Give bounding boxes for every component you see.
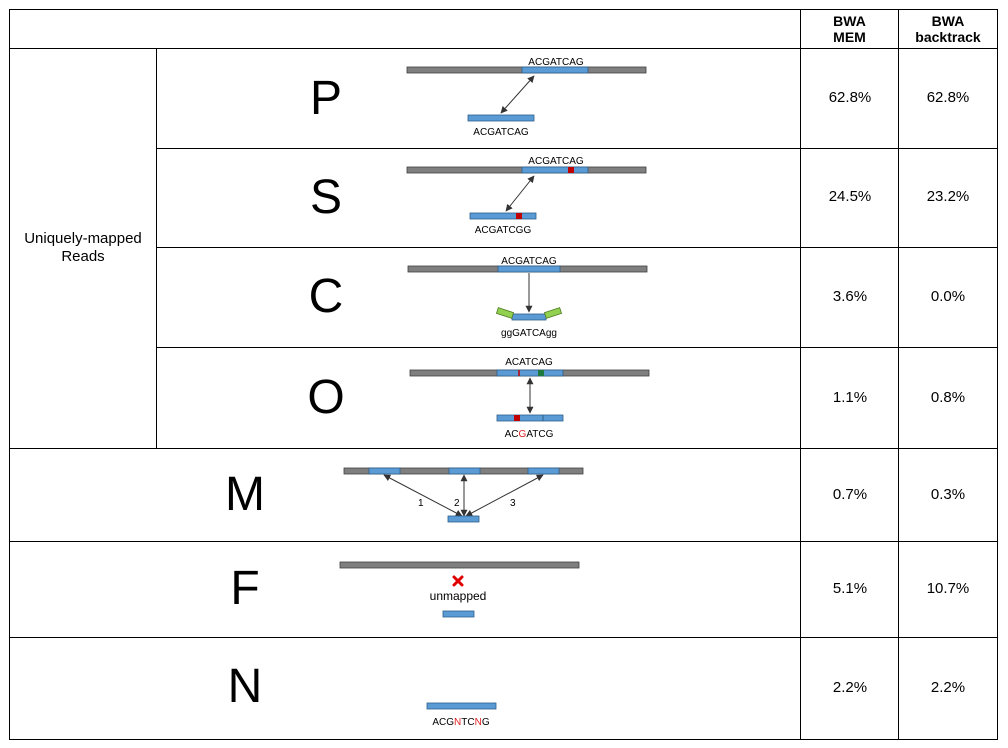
- bwa-mem-value: 1.1%: [832, 389, 868, 406]
- bwa-backtrack-value: 62.8%: [926, 89, 970, 106]
- header-bwa-backtrack: BWA backtrack: [915, 13, 981, 45]
- uniquely-mapped-reads-label: Uniquely-mapped Reads: [24, 230, 142, 265]
- read-sequence-label: ACGNTCNG: [432, 717, 490, 728]
- read-bar: [497, 265, 561, 273]
- hit-number: 3: [510, 498, 516, 509]
- reference-sequence-label: ACGATCAG: [528, 156, 584, 167]
- hit-number: 2: [454, 498, 460, 509]
- read-bar: [469, 212, 537, 220]
- read-sequence-label: ggGATCAgg: [501, 328, 557, 339]
- hit-arrow: [383, 474, 463, 517]
- read-sequence-label: ACGATCAG: [473, 127, 529, 138]
- read-bar: [521, 66, 589, 74]
- reference-sequence-label: ACGATCAG: [528, 57, 584, 68]
- p-alignment-diagram: ACGATCAG ACGATCAG: [406, 57, 647, 138]
- category-letter: N: [227, 660, 263, 713]
- bwa-backtrack-value: 23.2%: [926, 188, 970, 205]
- bwa-backtrack-value: 0.3%: [930, 486, 966, 503]
- f-unmapped-diagram: unmapped: [339, 561, 580, 618]
- bwa-mem-value: 3.6%: [832, 288, 868, 305]
- mismatch-mark: [514, 415, 520, 421]
- bwa-mem-value: 0.7%: [832, 486, 868, 503]
- hit-arrow: [465, 474, 544, 517]
- read-bar: [442, 610, 475, 618]
- soft-clip-right: [543, 307, 563, 319]
- mismatch-mark: [568, 167, 574, 173]
- read-bar: [496, 369, 564, 377]
- category-letter: M: [225, 468, 265, 521]
- bwa-backtrack-value: 0.8%: [930, 389, 966, 406]
- alignment-arrow: [505, 175, 535, 212]
- c-alignment-diagram: ACGATCAG ggGATCAgg: [407, 256, 648, 339]
- bwa-mem-value: 62.8%: [828, 89, 872, 106]
- s-alignment-diagram: ACGATCAG ACGATCGG: [406, 156, 647, 236]
- insertion-mark: [538, 370, 544, 376]
- bwa-backtrack-value: 10.7%: [926, 580, 970, 597]
- bwa-backtrack-value: 2.2%: [930, 679, 966, 696]
- hit-bar: [448, 467, 481, 475]
- hit-number: 1: [418, 498, 424, 509]
- reference-sequence-label: ACATCAG: [505, 357, 553, 368]
- read-sequence-label: ACGATCG: [505, 429, 554, 440]
- bwa-backtrack-value: 0.0%: [930, 288, 966, 305]
- category-letter: C: [308, 270, 344, 323]
- read-bar: [467, 114, 535, 122]
- category-letter: F: [230, 562, 260, 615]
- read-bar: [447, 515, 480, 523]
- m-multi-mapping-diagram: 1 2 3: [343, 467, 584, 523]
- read-bar: [496, 414, 564, 422]
- bwa-mem-value: 2.2%: [832, 679, 868, 696]
- bwa-mem-value: 24.5%: [828, 188, 872, 205]
- n-ambiguous-diagram: ACGNTCNG: [426, 702, 497, 728]
- read-bar: [521, 166, 589, 174]
- category-letter: S: [309, 171, 342, 224]
- read-sequence-label: ACGATCGG: [475, 225, 532, 236]
- read-bar: [511, 313, 547, 321]
- cross-icon: [452, 575, 464, 587]
- header-bwa-mem: BWA MEM: [833, 13, 866, 45]
- alignment-arrow: [500, 75, 535, 114]
- bwa-mem-value: 5.1%: [832, 580, 868, 597]
- o-alignment-diagram: ACATCAG ACGATCG: [409, 357, 650, 440]
- reference-sequence-label: ACGATCAG: [501, 256, 557, 267]
- category-letter: P: [309, 72, 342, 125]
- reference-bar: [339, 561, 580, 569]
- hit-bar: [527, 467, 560, 475]
- mismatch-mark: [516, 213, 522, 219]
- category-letter: O: [307, 371, 345, 424]
- o-read-label: ACGATCG: [505, 429, 554, 440]
- soft-clip-left: [495, 307, 515, 319]
- read-bar: [426, 702, 497, 710]
- n-read-label: ACGNTCNG: [432, 717, 490, 728]
- unmapped-label: unmapped: [430, 589, 487, 603]
- hit-bar: [368, 467, 401, 475]
